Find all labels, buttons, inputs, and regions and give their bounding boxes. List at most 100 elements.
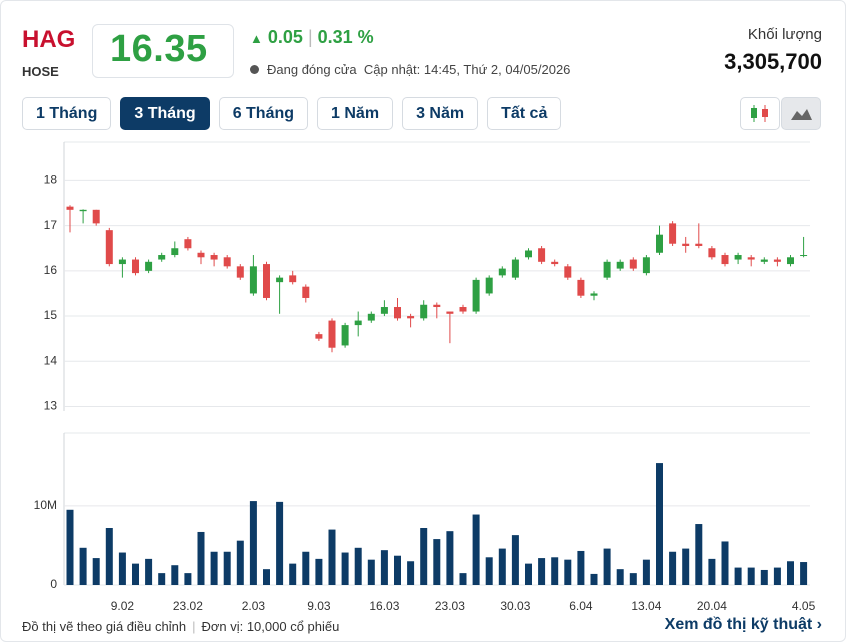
candle-icon[interactable] xyxy=(740,97,780,130)
volume-bar xyxy=(577,550,585,585)
volume-bar xyxy=(394,555,401,585)
volume-bar xyxy=(367,559,375,585)
change-pct: 0.31 % xyxy=(317,27,374,47)
volume-bar xyxy=(682,548,690,585)
y-tick-label: 14 xyxy=(44,353,58,367)
tab[interactable]: 1 Năm xyxy=(317,97,394,130)
candle-body xyxy=(328,320,336,348)
footer-note: Đồ thị vẽ theo giá điều chỉnh xyxy=(22,619,187,634)
ticker: HAG xyxy=(22,26,76,53)
status-dot xyxy=(250,65,259,74)
x-tick-label: 9.03 xyxy=(307,599,331,613)
tab[interactable]: 3 Năm xyxy=(402,97,479,130)
y-tick-label: 0 xyxy=(50,577,57,591)
volume-bar xyxy=(525,563,532,585)
status-text: Đang đóng cửa xyxy=(267,62,357,77)
candle-body xyxy=(577,279,585,296)
volume-bar xyxy=(118,552,126,585)
volume-bar xyxy=(498,548,506,585)
candle-body xyxy=(433,304,441,308)
tab[interactable]: Tất cả xyxy=(487,97,562,130)
volume-bar xyxy=(656,463,663,585)
volume-bar xyxy=(197,531,205,585)
tab[interactable]: 1 Tháng xyxy=(22,97,112,130)
candle-body xyxy=(525,250,532,258)
volume-label: Khối lượng xyxy=(747,26,822,43)
volume-bar xyxy=(603,548,611,585)
volume-bar xyxy=(590,573,598,585)
tech-chart-link[interactable]: Xem đồ thị kỹ thuật › xyxy=(665,616,822,634)
candle-body xyxy=(394,307,401,319)
volume-bar xyxy=(171,565,179,585)
candle-body xyxy=(380,307,388,314)
volume-bar xyxy=(105,528,113,585)
volume-bar xyxy=(433,539,441,585)
volume-bar xyxy=(472,514,480,585)
candle-body xyxy=(721,255,729,265)
volume-bar xyxy=(551,557,559,585)
candle-body xyxy=(118,259,126,265)
tab[interactable]: 6 Tháng xyxy=(218,97,309,130)
y-tick-label: 17 xyxy=(44,218,58,232)
x-tick-label: 23.03 xyxy=(435,599,465,613)
candle-body xyxy=(420,304,428,319)
volume-bar xyxy=(459,573,467,585)
volume-bar xyxy=(695,524,703,585)
x-tick-label: 9.02 xyxy=(111,599,135,613)
footer-notes: Đồ thị vẽ theo giá điều chỉnh | Đơn vị: 10… xyxy=(22,619,339,634)
area-glyph xyxy=(791,109,812,120)
volume-bar xyxy=(249,501,257,585)
tabs: 1 Tháng 3 Tháng 6 Tháng 1 Năm 3 Năm Tất cả xyxy=(22,97,562,130)
price: 16.35 xyxy=(110,28,208,70)
volume-bar xyxy=(734,567,742,585)
volume-bar xyxy=(446,531,454,585)
volume-bar xyxy=(354,547,362,585)
volume-bar xyxy=(92,558,100,585)
candle-body xyxy=(708,248,716,258)
candle-body xyxy=(773,259,781,262)
candle-body xyxy=(800,255,808,257)
volume-bar xyxy=(315,558,323,585)
volume-bar xyxy=(538,558,546,585)
candle-body xyxy=(249,266,257,294)
candle-body xyxy=(66,206,74,210)
candle-body xyxy=(236,266,244,278)
candle-body xyxy=(485,277,493,294)
volume-bar xyxy=(236,540,244,585)
x-tick-label: 16.03 xyxy=(369,599,399,613)
x-tick-label: 2.03 xyxy=(242,599,266,613)
candle-body xyxy=(787,257,794,265)
candle-body xyxy=(158,255,166,260)
y-tick-label: 16 xyxy=(44,263,58,277)
link-text[interactable]: Xem đồ thị kỹ thuật xyxy=(664,616,813,633)
candle-body xyxy=(590,293,598,296)
volume-bar xyxy=(669,551,677,585)
candle-body xyxy=(682,243,690,246)
change: ▲ 0.05 | 0.31 % xyxy=(250,27,374,48)
separator: | xyxy=(192,619,196,634)
volume-bar xyxy=(184,573,192,585)
candle-body xyxy=(223,257,231,267)
volume-bar xyxy=(380,550,388,585)
y-tick-label: 15 xyxy=(44,308,58,322)
volume-bar xyxy=(708,558,716,585)
candle-body xyxy=(642,257,650,274)
tab[interactable]: 3 Tháng xyxy=(120,97,210,130)
volume-bar xyxy=(747,567,755,585)
updated: Cập nhật: 14:45, Thứ 2, 04/05/2026 xyxy=(363,62,571,77)
volume-bar xyxy=(263,569,270,585)
candle-body xyxy=(669,223,677,244)
volume-bar xyxy=(407,561,415,585)
footer-unit: Đơn vị: 10,000 cổ phiếu xyxy=(201,619,340,634)
volume-bar xyxy=(276,501,284,585)
candle-body xyxy=(210,255,218,260)
x-tick-label: 6.04 xyxy=(569,599,593,613)
candle-body xyxy=(145,261,153,271)
change-value: 0.05 xyxy=(267,27,303,47)
candle-body xyxy=(695,243,703,246)
volume-bar xyxy=(642,559,650,585)
candle-body xyxy=(446,311,454,314)
area-icon[interactable] xyxy=(781,97,821,130)
candle-body xyxy=(498,268,506,276)
candle-body xyxy=(132,259,139,274)
